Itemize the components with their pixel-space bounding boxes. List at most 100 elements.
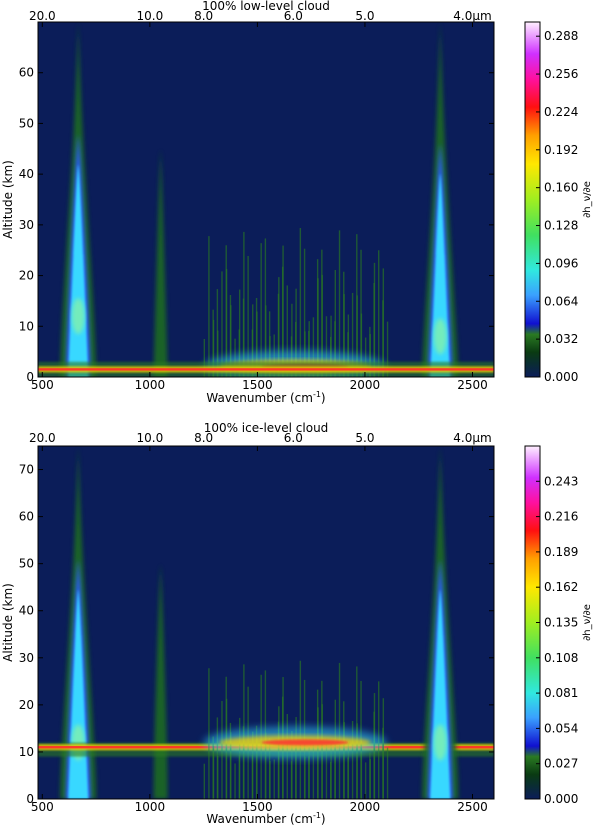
- y-tick-label: 60: [19, 66, 34, 80]
- spike: [334, 321, 336, 377]
- spike: [221, 271, 223, 377]
- spike: [338, 230, 341, 377]
- colorbar-tick-label: 0.096: [544, 256, 578, 270]
- chart-title: 100% ice-level cloud: [204, 421, 329, 435]
- spike: [364, 762, 367, 799]
- y-tick-label: 10: [19, 319, 34, 333]
- spike: [234, 763, 236, 799]
- heatmap-feature-4: [203, 660, 389, 799]
- y-tick-label: 50: [19, 557, 34, 571]
- top-axis-tick-label: 4.0μm: [453, 9, 491, 23]
- spike: [382, 300, 384, 377]
- spike: [225, 245, 227, 377]
- y-tick-label: 20: [19, 698, 34, 712]
- x-tick-label: 2500: [457, 800, 488, 814]
- x-tick-label: 500: [31, 378, 54, 392]
- y-tick-label: 40: [19, 604, 34, 618]
- spike: [321, 249, 323, 377]
- spike: [260, 243, 262, 377]
- colorbar-tick-label: 0.192: [544, 143, 578, 157]
- plot-frame: [37, 21, 495, 378]
- spike: [273, 759, 275, 799]
- spike: [360, 249, 362, 377]
- spike: [299, 228, 302, 377]
- spike: [369, 326, 371, 377]
- spike: [386, 321, 389, 377]
- spike: [303, 248, 306, 377]
- region-red: [261, 739, 349, 746]
- y-tick-label: 60: [19, 510, 34, 524]
- plume-outer: [153, 563, 168, 799]
- y-tick-label: 30: [19, 651, 34, 665]
- x-axis-label-close: ): [321, 812, 326, 826]
- spike: [255, 297, 258, 377]
- colorbar: [524, 21, 541, 378]
- spike: [277, 721, 280, 799]
- x-tick-label: 1500: [242, 800, 273, 814]
- spike: [369, 752, 371, 799]
- colorbar-tick-label: 0.224: [544, 105, 578, 119]
- top-axis-tick-label: 8.0: [194, 431, 213, 445]
- colorbar-tick-label: 0.162: [544, 580, 578, 594]
- top-axis-tick-label: 10.0: [136, 431, 163, 445]
- spike: [255, 725, 258, 799]
- colorbar-tick-label: 0.216: [544, 510, 578, 524]
- top-axis-tick-label: 6.0: [284, 431, 303, 445]
- y-tick-label: 20: [19, 269, 34, 283]
- spike: [216, 289, 219, 377]
- x-tick-label: 1000: [135, 800, 166, 814]
- y-tick-label: 70: [19, 463, 34, 477]
- colorbar-tick-label: 0.000: [544, 370, 578, 384]
- spike: [312, 743, 315, 799]
- spike: [386, 747, 389, 799]
- spike: [382, 727, 384, 799]
- y-tick-label: 30: [19, 218, 34, 232]
- heatmap-feature-5: [38, 361, 494, 377]
- heatmap-feature-5: [422, 446, 459, 799]
- heatmap-feature-2: [153, 148, 168, 377]
- spike: [295, 747, 297, 799]
- spike: [208, 236, 210, 377]
- spike: [251, 754, 254, 799]
- spike: [373, 282, 375, 377]
- top-axis-tick-label: 20.0: [29, 9, 56, 23]
- x-tick-label: 2000: [350, 800, 381, 814]
- colorbar-tick-label: 0.256: [544, 67, 578, 81]
- top-axis-tick-label: 5.0: [355, 431, 374, 445]
- spike: [212, 736, 214, 799]
- spike: [203, 338, 206, 377]
- top-axis-tick-label: 8.0: [194, 9, 213, 23]
- top-axis-tick-label: 20.0: [29, 431, 56, 445]
- y-axis-label: Altitude (km): [1, 160, 15, 239]
- top-axis-tick-label: 6.0: [284, 9, 303, 23]
- spike: [216, 717, 219, 799]
- heatmap-feature-1: [60, 22, 97, 377]
- spike: [347, 757, 349, 799]
- colorbar-tick-label: 0.032: [544, 332, 578, 346]
- y-tick-label: 0: [26, 792, 34, 806]
- spike: [247, 255, 249, 377]
- colorbar-tick-label: 0.243: [544, 474, 578, 488]
- heatmap-feature-4: [422, 22, 459, 377]
- plume-outer: [153, 148, 168, 377]
- spike: [290, 761, 293, 799]
- colorbar-label: ∂h_ν/∂e: [582, 604, 593, 641]
- top-axis-tick-label: 4.0μm: [453, 431, 491, 445]
- colorbar-tick-label: 0.000: [544, 792, 578, 806]
- x-axis-label-sup: -1: [313, 811, 321, 820]
- spike: [268, 738, 271, 799]
- spike: [277, 293, 280, 377]
- spike: [308, 756, 310, 799]
- top-axis-tick-label: 5.0: [355, 9, 374, 23]
- spike: [264, 238, 267, 377]
- spike: [229, 294, 232, 377]
- spike: [325, 742, 328, 799]
- spike: [242, 726, 245, 799]
- x-axis-label-sup: -1: [313, 390, 321, 399]
- colorbar-tick-label: 0.108: [544, 651, 578, 665]
- spike: [356, 234, 358, 377]
- colorbar-tick-label: 0.135: [544, 616, 578, 630]
- spike: [378, 250, 380, 377]
- colorbar-tick-label: 0.288: [544, 29, 578, 43]
